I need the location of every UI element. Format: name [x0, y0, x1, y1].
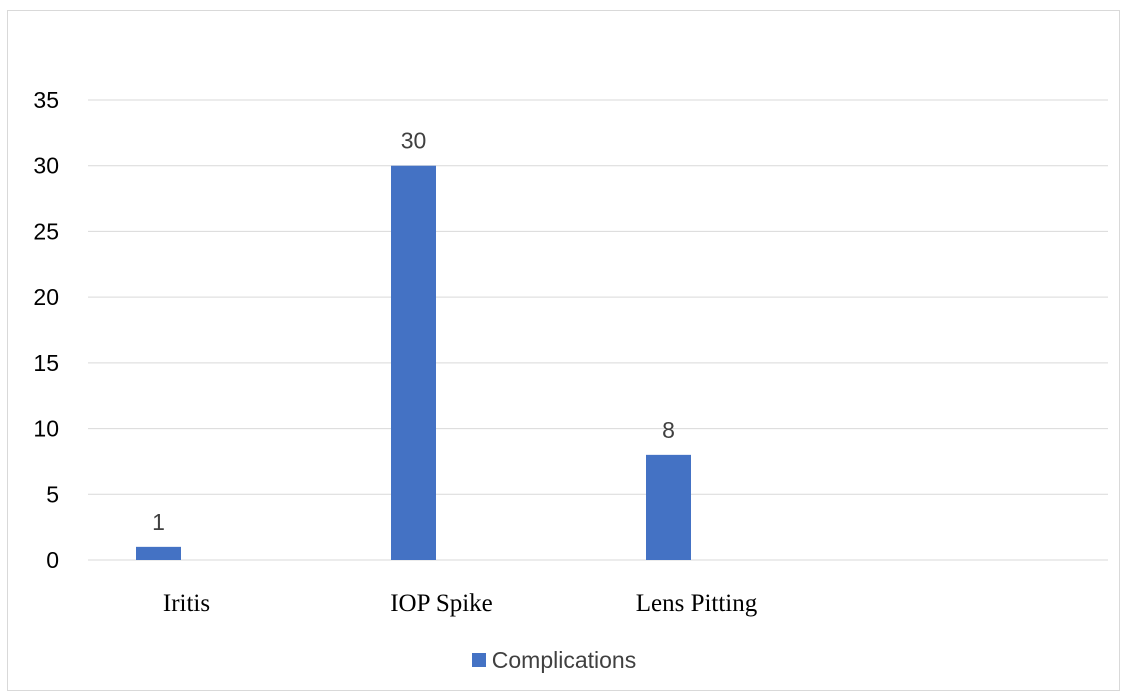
bar-lens-pitting	[646, 454, 691, 560]
x-tick-label: Lens Pitting	[636, 590, 758, 617]
bar-iritis	[136, 546, 181, 560]
data-label: 1	[152, 509, 165, 535]
x-tick-label: IOP Spike	[390, 590, 493, 617]
y-tick-label: 15	[33, 350, 59, 376]
chart-frame	[7, 10, 1120, 691]
legend-swatch	[471, 653, 486, 667]
x-tick-label: Iritis	[163, 590, 210, 617]
bar-iop-spike	[391, 165, 436, 560]
data-label: 8	[662, 417, 675, 443]
y-tick-label: 25	[33, 218, 59, 244]
y-tick-label: 30	[33, 153, 59, 179]
data-label: 30	[401, 128, 427, 154]
y-tick-label: 10	[33, 416, 59, 442]
y-tick-label: 20	[33, 284, 59, 310]
legend: Complications	[0, 645, 1128, 675]
legend-label-complications: Complications	[491, 646, 637, 673]
y-tick-label: 0	[46, 547, 59, 573]
y-tick-label: 5	[46, 481, 59, 507]
y-tick-label: 35	[33, 87, 59, 113]
